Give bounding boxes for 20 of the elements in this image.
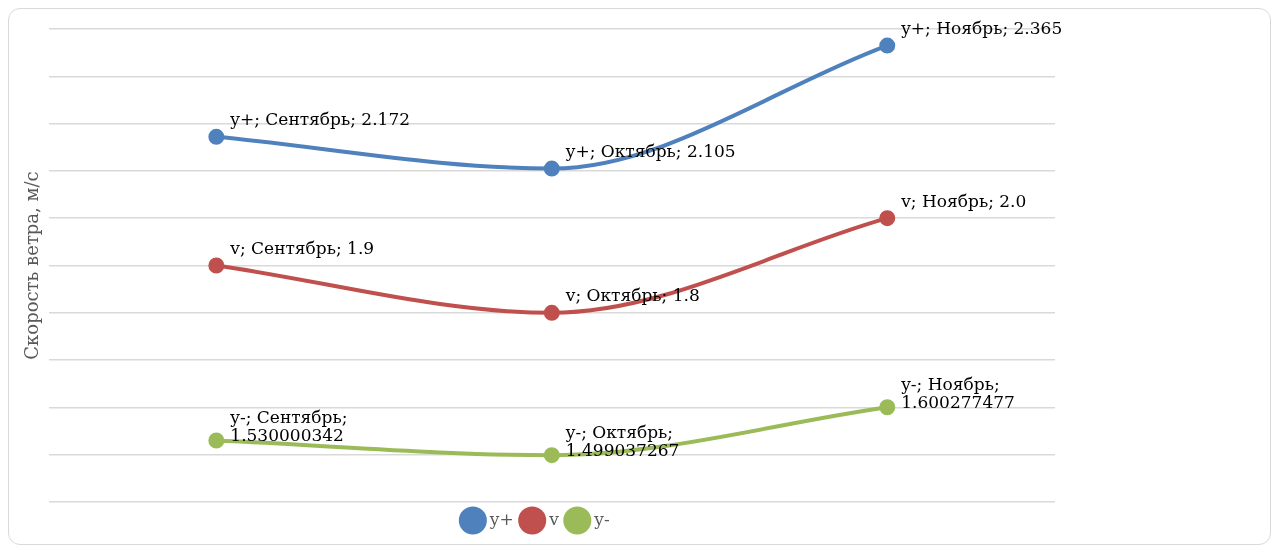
legend-label: v [548,508,560,529]
point [543,304,560,321]
data-label: v; Октябрь; 1.8 [564,285,700,306]
data-label: v; Сентябрь; 1.9 [229,237,375,258]
point [208,128,225,145]
y-axis-title: Скорость ветра, м/с [21,171,43,360]
point [208,432,225,449]
point [879,210,896,227]
point [879,399,896,416]
point [208,257,225,274]
data-label: y-; Ноябрь; 1.600277477 [900,373,1015,412]
legend-label: y- [593,508,610,529]
data-label: v; Ноябрь; 2.0 [900,190,1027,211]
data-label: y+; Сентябрь; 2.172 [229,109,411,130]
data-label: y-; Сентябрь; 1.530000342 [229,406,348,445]
point [879,37,896,54]
point [543,447,560,464]
legend-label: y+ [488,508,514,529]
point [543,160,560,177]
data-label: y+; Ноябрь; 2.365 [900,17,1063,38]
